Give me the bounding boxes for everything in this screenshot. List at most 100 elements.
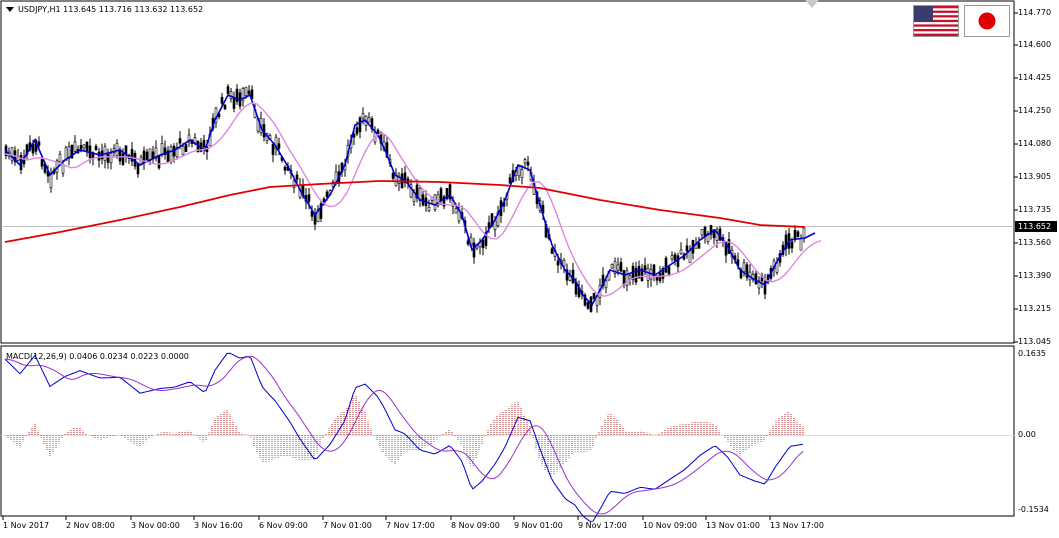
candle-body bbox=[763, 281, 767, 295]
candle-body bbox=[85, 141, 89, 151]
candle-body bbox=[121, 153, 125, 165]
candle-body bbox=[679, 249, 683, 254]
candle-body bbox=[745, 264, 749, 278]
mid-ma-line bbox=[4, 102, 822, 297]
candle-body bbox=[184, 144, 188, 152]
candle-body bbox=[115, 142, 119, 156]
candle-body bbox=[421, 194, 425, 206]
candle-body bbox=[670, 255, 674, 260]
candle-body bbox=[274, 136, 278, 150]
candle-body bbox=[517, 166, 521, 177]
candle-body bbox=[247, 90, 251, 95]
us-flag-icon[interactable] bbox=[913, 5, 959, 37]
price-axis-label: 114.080 bbox=[1018, 139, 1052, 148]
time-axis-label: 8 Nov 09:00 bbox=[451, 521, 500, 530]
candle-body bbox=[652, 264, 656, 277]
price-axis-label: 114.770 bbox=[1018, 8, 1052, 17]
candle-body bbox=[508, 177, 512, 184]
candle-body bbox=[40, 158, 44, 167]
candle-body bbox=[697, 242, 701, 249]
macd-axis-label: 0.00 bbox=[1018, 430, 1036, 439]
candle-body bbox=[97, 151, 101, 161]
candle-body bbox=[391, 173, 395, 179]
candle-body bbox=[712, 229, 716, 239]
candle-body bbox=[10, 147, 14, 161]
candle-body bbox=[385, 142, 389, 158]
candle-body bbox=[520, 169, 524, 178]
candle-body bbox=[586, 301, 590, 309]
candle-body bbox=[454, 208, 458, 214]
candle-body bbox=[94, 145, 98, 151]
candle-body bbox=[556, 260, 560, 266]
candle-body bbox=[673, 254, 677, 261]
macd-main-line bbox=[4, 352, 804, 522]
candle-body bbox=[307, 194, 311, 202]
candle-body bbox=[223, 104, 227, 110]
candle-body bbox=[283, 166, 287, 171]
candle-body bbox=[220, 96, 224, 104]
candle-body bbox=[244, 86, 248, 96]
candle-body bbox=[802, 227, 806, 239]
candle-body bbox=[775, 262, 779, 273]
candle-body bbox=[667, 266, 671, 276]
candle-body bbox=[784, 234, 788, 249]
candle-body bbox=[715, 229, 719, 241]
candle-body bbox=[445, 188, 449, 200]
candle-body bbox=[178, 138, 182, 144]
candle-body bbox=[64, 147, 68, 161]
macd-signal-line bbox=[4, 355, 804, 515]
candle-body bbox=[616, 264, 620, 271]
time-axis-label: 13 Nov 01:00 bbox=[706, 521, 760, 530]
candle-body bbox=[358, 117, 362, 133]
symbol-title[interactable]: USDJPY,H1 113.645 113.716 113.632 113.65… bbox=[6, 5, 203, 14]
price-axis-label: 113.560 bbox=[1018, 238, 1052, 247]
time-axis-label: 3 Nov 00:00 bbox=[131, 521, 180, 530]
current-price-badge: 113.652 bbox=[1015, 221, 1057, 232]
fast-ma-line bbox=[4, 93, 816, 307]
candle-body bbox=[433, 194, 437, 210]
candle-body bbox=[145, 151, 149, 161]
candle-body bbox=[706, 233, 710, 243]
time-axis-label: 9 Nov 01:00 bbox=[514, 521, 563, 530]
candle-body bbox=[550, 248, 554, 254]
candle-body bbox=[82, 144, 86, 149]
candlestick-series bbox=[4, 83, 806, 313]
time-axis-label: 13 Nov 17:00 bbox=[770, 521, 824, 530]
candle-body bbox=[427, 207, 431, 212]
candle-body bbox=[187, 134, 191, 143]
candle-body bbox=[415, 184, 419, 199]
candle-body bbox=[295, 174, 299, 180]
price-axis-label: 113.905 bbox=[1018, 172, 1052, 181]
dropdown-triangle-icon[interactable] bbox=[6, 7, 14, 12]
candle-body bbox=[355, 127, 359, 135]
candle-body bbox=[610, 264, 614, 269]
candle-body bbox=[226, 86, 230, 94]
candle-body bbox=[136, 163, 140, 175]
macd-series bbox=[4, 352, 804, 522]
price-axis-label: 114.425 bbox=[1018, 73, 1052, 82]
candle-body bbox=[724, 242, 728, 256]
japan-flag-icon[interactable] bbox=[964, 5, 1010, 37]
candle-body bbox=[241, 88, 245, 102]
candle-body bbox=[592, 292, 596, 299]
candle-body bbox=[106, 154, 110, 163]
candle-body bbox=[634, 267, 638, 283]
candle-body bbox=[163, 147, 167, 155]
candle-body bbox=[442, 196, 446, 207]
price-axis-label: 113.390 bbox=[1018, 271, 1052, 280]
candle-body bbox=[613, 261, 617, 274]
main-chart-frame bbox=[0, 0, 1015, 344]
candle-body bbox=[58, 154, 62, 163]
candle-body bbox=[661, 268, 665, 279]
candle-body bbox=[637, 265, 641, 279]
chart-shift-marker-icon[interactable] bbox=[805, 0, 819, 8]
candle-body bbox=[562, 259, 566, 267]
candle-body bbox=[409, 184, 413, 198]
candle-body bbox=[472, 242, 476, 258]
candle-body bbox=[790, 241, 794, 249]
candle-body bbox=[688, 250, 692, 264]
candle-body bbox=[496, 211, 500, 227]
time-axis-label: 7 Nov 01:00 bbox=[323, 521, 372, 530]
macd-title: MACD(12,26,9) 0.0406 0.0234 0.0223 0.000… bbox=[6, 352, 189, 361]
